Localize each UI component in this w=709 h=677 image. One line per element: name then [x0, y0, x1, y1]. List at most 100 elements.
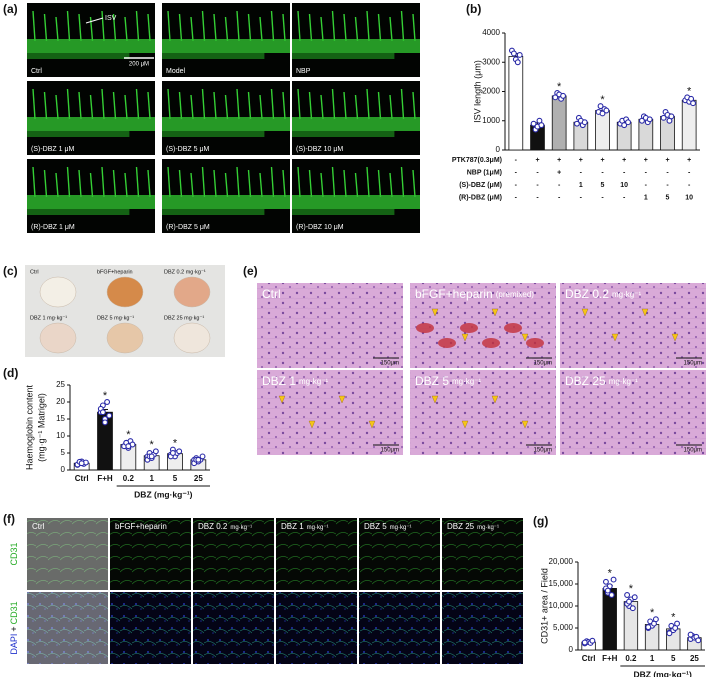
vessel [112, 169, 117, 198]
label-sub: mg·kg⁻¹ [477, 525, 499, 531]
vessel [32, 166, 36, 198]
data-point [660, 114, 667, 121]
image [110, 592, 191, 664]
vessel [389, 16, 393, 42]
panel-label: (g) [533, 514, 548, 528]
condition-cell: - [515, 169, 518, 176]
vessel [167, 10, 171, 42]
vessel [55, 16, 59, 42]
arrowhead [431, 308, 439, 317]
condition-cell: + [644, 157, 648, 164]
data-point [604, 587, 611, 594]
vessel [282, 169, 286, 198]
vessel [354, 94, 359, 120]
image-label: DBZ 0.2 mg·kg⁻¹ [164, 269, 206, 275]
image [257, 283, 403, 368]
image [359, 518, 440, 590]
label-main: DBZ 25 [447, 522, 475, 531]
significance: * [173, 438, 178, 450]
vessel [308, 91, 313, 120]
vessel [331, 166, 336, 198]
label-sub: mg·kg⁻¹ [299, 377, 328, 386]
vessel-band [162, 209, 265, 215]
image-label: DBZ 1 mg·kg⁻¹ [30, 315, 67, 321]
y-tick-label: 3000 [482, 57, 500, 66]
condition-cell: - [623, 194, 626, 201]
vessel-band [292, 209, 395, 215]
vessel [89, 94, 94, 120]
image [257, 370, 403, 455]
condition-cell: 5 [601, 182, 605, 189]
data-point [589, 637, 596, 644]
y-axis-title: (mg·g⁻¹ Matrigel) [36, 393, 46, 462]
x-tick-label: 0.2 [625, 654, 637, 663]
vessel [308, 169, 313, 198]
vessel [201, 88, 206, 120]
vessel [247, 13, 252, 42]
vessel [112, 13, 117, 42]
image-label: DBZ 1 mg·kg⁻¹ [262, 374, 328, 388]
condition-cell: + [665, 157, 669, 164]
vessel [124, 172, 128, 198]
label-part: + [9, 626, 19, 631]
y-axis-title: ISV length (μm) [472, 60, 482, 123]
data-point [530, 120, 537, 127]
image [442, 592, 523, 664]
vessel [135, 166, 140, 198]
arrowhead [671, 333, 679, 342]
plug [39, 276, 77, 308]
data-point [603, 107, 610, 114]
vessel [201, 166, 206, 198]
image-label: DBZ 25 mg·kg⁻¹ [164, 315, 204, 321]
x-tick-label: 1 [149, 474, 154, 483]
significance: * [671, 612, 676, 624]
vessel-band [27, 53, 130, 59]
label-main: DBZ 1 [281, 522, 304, 531]
vessel [101, 10, 105, 42]
data-point [597, 103, 604, 110]
vessel [377, 91, 382, 120]
condition-cell: - [580, 169, 583, 176]
condition-cell: - [601, 169, 604, 176]
panel-label: (d) [3, 366, 18, 380]
data-point [645, 624, 652, 631]
label-part: DAPI [9, 634, 19, 655]
vessel [147, 169, 151, 198]
arrowhead [521, 333, 529, 342]
data-point [195, 456, 202, 463]
label-main: DBZ 0.2 [198, 522, 228, 531]
condition-cell: + [579, 157, 583, 164]
vessel [282, 91, 286, 120]
vessel [247, 91, 252, 120]
condition-cell: - [623, 169, 626, 176]
column-label: DBZ 5 mg·kg⁻¹ [364, 522, 412, 531]
data-point [625, 119, 632, 126]
vessel-band [162, 117, 290, 131]
condition-cell: - [580, 194, 583, 201]
column-label: DBZ 0.2 mg·kg⁻¹ [198, 522, 252, 531]
vessel [201, 10, 206, 42]
data-point [199, 453, 206, 460]
image-label: DBZ 5 mg·kg⁻¹ [97, 315, 134, 321]
image-label: (S)-DBZ 5 μM [166, 146, 209, 153]
x-tick-label: 1 [650, 654, 655, 663]
vessel [270, 88, 275, 120]
condition-cell: - [688, 169, 691, 176]
panel-label: (f) [3, 512, 15, 526]
vessel [190, 94, 194, 120]
data-point [666, 630, 673, 637]
vessel [354, 172, 359, 198]
vessel [66, 10, 71, 42]
vessel [377, 169, 382, 198]
vessel [78, 13, 82, 42]
data-point [674, 620, 681, 627]
image-label: (S)-DBZ 1 μM [31, 146, 74, 153]
condition-cell: - [601, 194, 604, 201]
vessel [213, 169, 217, 198]
label-sub: mg·kg⁻¹ [609, 377, 638, 386]
vessel [236, 10, 240, 42]
arrowhead [581, 308, 589, 317]
vessel-band [27, 39, 155, 53]
data-point [668, 113, 675, 120]
annotation: ISV [105, 15, 117, 22]
